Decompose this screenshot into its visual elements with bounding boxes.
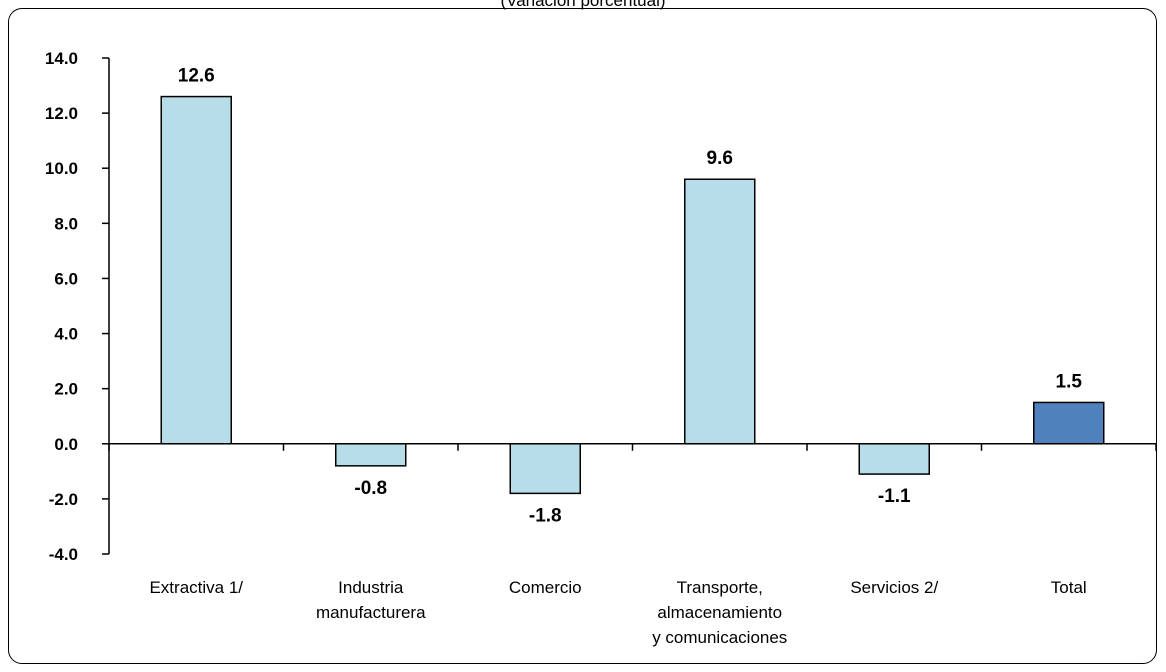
category-label: almacenamiento: [657, 603, 782, 622]
y-tick-label: 14.0: [45, 49, 78, 68]
y-tick-label: 2.0: [54, 380, 78, 399]
y-tick-label: 12.0: [45, 104, 78, 123]
bar: [858, 443, 930, 475]
data-label: -0.8: [354, 478, 387, 499]
y-tick-label: 0.0: [54, 435, 78, 454]
chart-frame: [8, 8, 1157, 664]
data-label: 9.6: [707, 148, 733, 169]
data-label: 12.6: [178, 66, 215, 87]
data-label: -1.1: [878, 486, 911, 507]
y-tick-label: 4.0: [54, 325, 78, 344]
labels-group: 12.6 Extractiva 1/ -0.8 Industria manufactur…: [45, 49, 1087, 647]
category-label: Comercio: [509, 578, 582, 597]
y-tick-label: 6.0: [54, 269, 78, 288]
category-label: Servicios 2/: [850, 578, 938, 597]
category-label: Industria: [338, 578, 404, 597]
category-label: y comunicaciones: [652, 628, 787, 647]
bar: [160, 95, 232, 445]
category-label: Total: [1051, 578, 1087, 597]
bar: [335, 443, 407, 467]
data-label: 1.5: [1056, 371, 1083, 392]
y-tick-label: -4.0: [49, 545, 78, 564]
bars-group: [160, 95, 1105, 495]
axes-group: [102, 57, 1157, 555]
y-tick-label: 8.0: [54, 214, 78, 233]
category-label: Transporte,: [677, 578, 763, 597]
y-tick-label: -2.0: [49, 490, 78, 509]
bar: [1033, 401, 1105, 445]
y-tick-label: 10.0: [45, 159, 78, 178]
category-label: Extractiva 1/: [149, 578, 243, 597]
bar: [509, 443, 581, 495]
bar: [684, 178, 756, 445]
category-label: manufacturera: [316, 603, 426, 622]
chart-subtitle: (Variación porcentual): [500, 0, 666, 10]
data-label: -1.8: [529, 505, 562, 526]
